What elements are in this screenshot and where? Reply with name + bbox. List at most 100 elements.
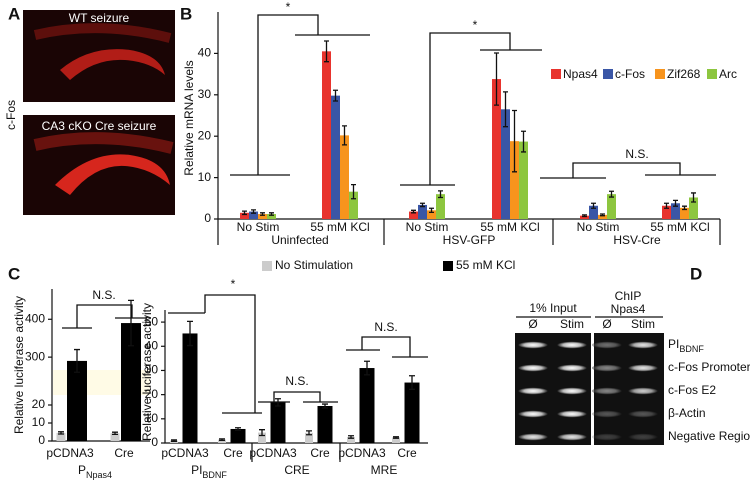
x-tick-label: 55 mM KCl: [310, 220, 369, 234]
panel-label: D: [690, 264, 702, 283]
y-tick-label: 10: [198, 170, 212, 184]
gel-band: [557, 433, 587, 441]
gel-header: 1% Input: [529, 301, 577, 315]
bar: [305, 432, 313, 443]
gel-band: [592, 364, 622, 372]
bar: [492, 79, 501, 220]
row-label: c-Fos E2: [668, 383, 716, 397]
gel-band: [557, 341, 587, 349]
significance-bracket: [168, 294, 262, 414]
error-bar: [171, 439, 177, 442]
x-tick-label: Cre: [310, 446, 330, 460]
row-label-sub: BDNF: [679, 344, 704, 354]
bar: [317, 406, 333, 443]
legend-swatch: [262, 261, 272, 271]
error-bar: [682, 205, 687, 211]
bar: [322, 51, 331, 219]
legend-label: Zif268: [667, 67, 701, 81]
error-bar: [609, 190, 614, 198]
error-bar: [503, 91, 508, 128]
error-bar: [235, 427, 241, 431]
row-label-main: Negative Region: [668, 429, 750, 443]
significance-bracket: [346, 336, 428, 358]
gel-band: [628, 433, 658, 441]
y-tick-label: 0: [38, 433, 45, 447]
y-tick-label: 40: [198, 46, 212, 60]
legend-label: Npas4: [563, 67, 598, 81]
y-axis-label: Relative luciferase activity: [12, 296, 26, 434]
y-tick-label: 10: [32, 415, 46, 429]
legend-label: c-Fos: [615, 67, 645, 81]
row-label-main: c-Fos Promoter: [668, 360, 750, 374]
bar: [218, 439, 226, 443]
group-label-main: PI: [191, 463, 202, 477]
group-label: HSV-Cre: [613, 233, 661, 247]
x-tick-label: pCDNA3: [46, 446, 94, 460]
bar: [349, 191, 358, 219]
y-tick-label: 40: [145, 338, 159, 352]
group-label-main: P: [78, 463, 86, 477]
gel-band: [592, 387, 622, 395]
legend-swatch: [707, 69, 717, 79]
annotation: N.S.: [625, 147, 648, 161]
bar: [67, 360, 87, 441]
error-bar: [74, 348, 80, 373]
annotation: N.S.: [92, 288, 115, 302]
x-tick-label: Cre: [223, 446, 243, 460]
gel-band: [518, 364, 548, 372]
error-bar: [259, 429, 265, 437]
axis: [217, 12, 721, 245]
row-label: c-Fos Promoter: [668, 360, 750, 374]
error-bar: [128, 299, 134, 347]
error-bar: [333, 89, 338, 102]
error-bar: [306, 430, 312, 436]
error-bar: [438, 190, 443, 199]
error-bar: [324, 40, 329, 63]
bar: [110, 433, 120, 441]
bar: [427, 210, 436, 219]
bar: [680, 207, 689, 219]
gel-band: [557, 387, 587, 395]
significance-bracket: [400, 32, 542, 186]
hippocampus-stain: [60, 49, 165, 80]
bar: [436, 194, 445, 219]
group-label-sub: BDNF: [202, 470, 227, 480]
x-tick-label: No Stim: [577, 220, 620, 234]
x-tick-label: No Stim: [406, 220, 449, 234]
bar: [340, 135, 349, 219]
error-bar: [664, 202, 669, 209]
bar: [689, 197, 698, 219]
bar: [501, 109, 510, 219]
gel-band: [592, 410, 622, 418]
y-tick-label: 20: [145, 387, 159, 401]
bar: [418, 204, 427, 219]
x-tick-label: Cre: [397, 446, 417, 460]
error-bar: [58, 431, 64, 435]
bar: [121, 323, 141, 441]
gel-header: Npas4: [611, 302, 646, 316]
row-label-main: PI: [668, 337, 679, 351]
y-axis-label: Relative luciferase activity: [140, 303, 154, 441]
error-bar: [591, 202, 596, 209]
bar: [182, 333, 198, 443]
group-label: PIBDNF: [191, 463, 227, 480]
x-tick-label: pCDNA3: [249, 446, 297, 460]
bar: [270, 402, 286, 443]
error-bar: [582, 214, 587, 218]
legend-label: No Stimulation: [275, 258, 353, 272]
y-tick-label: 30: [198, 87, 212, 101]
group-label: HSV-GFP: [443, 233, 496, 247]
row-label: Negative Region: [668, 429, 750, 443]
group-label-main: CRE: [284, 463, 309, 477]
significance-bracket: [540, 162, 716, 179]
error-bar: [219, 438, 225, 441]
x-tick-label: pCDNA3: [338, 446, 386, 460]
error-bar: [242, 210, 247, 216]
bar: [240, 212, 249, 219]
bar: [267, 214, 276, 219]
panel-label: B: [180, 4, 192, 23]
gel-band: [628, 387, 658, 395]
legend-swatch: [443, 261, 453, 271]
bar: [671, 203, 680, 219]
error-bar: [600, 213, 605, 217]
